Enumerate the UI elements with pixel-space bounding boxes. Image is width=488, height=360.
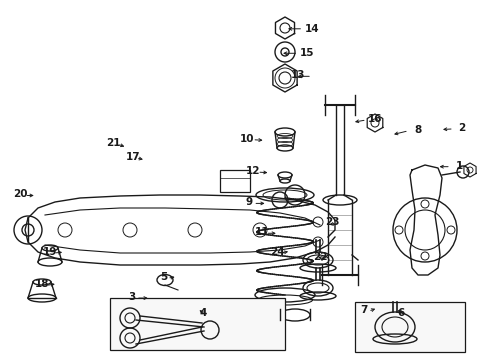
Text: 11: 11: [254, 227, 268, 237]
Text: 4: 4: [199, 308, 206, 318]
Text: 24: 24: [270, 247, 285, 257]
Text: 1: 1: [455, 161, 462, 171]
Text: 18: 18: [35, 279, 50, 289]
Text: 19: 19: [42, 247, 57, 257]
Text: 3: 3: [128, 292, 135, 302]
Text: 10: 10: [239, 134, 254, 144]
Text: 21: 21: [106, 138, 121, 148]
Text: 22: 22: [312, 252, 327, 262]
Text: 17: 17: [125, 152, 140, 162]
Text: 2: 2: [458, 123, 465, 133]
Text: 15: 15: [299, 48, 314, 58]
Text: 5: 5: [160, 272, 167, 282]
Text: 20: 20: [13, 189, 28, 199]
Text: 14: 14: [304, 24, 319, 34]
Text: 16: 16: [367, 114, 382, 124]
Bar: [354, 302, 464, 352]
Text: 7: 7: [360, 305, 367, 315]
Text: 8: 8: [414, 125, 421, 135]
Bar: [220, 170, 249, 192]
Text: 23: 23: [325, 217, 339, 227]
Text: 12: 12: [245, 166, 260, 176]
Text: 13: 13: [290, 70, 305, 80]
Text: 6: 6: [397, 308, 404, 318]
Text: 9: 9: [245, 197, 252, 207]
Bar: [110, 298, 285, 350]
